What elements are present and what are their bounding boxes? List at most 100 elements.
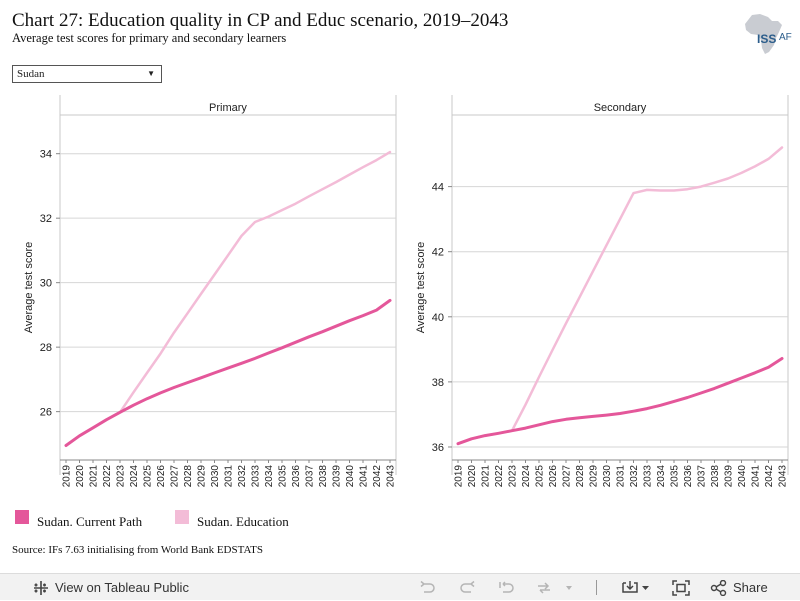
x-tick-label: 2035 (670, 465, 681, 488)
x-tick-label: 2040 (737, 465, 748, 488)
x-tick-label: 2041 (359, 465, 370, 488)
y-tick-label: 28 (40, 342, 52, 354)
x-tick-label: 2031 (224, 465, 235, 488)
x-tick-label: 2041 (751, 465, 762, 488)
y-tick-label: 34 (40, 149, 52, 161)
series-line-education (456, 146, 784, 445)
x-tick-label: 2024 (521, 465, 532, 488)
iss-africa-logo: ISS AF (736, 12, 792, 56)
refresh-button[interactable] (536, 574, 572, 601)
series-line-current-path (64, 298, 392, 447)
x-tick-label: 2025 (535, 465, 546, 488)
redo-icon (458, 580, 476, 596)
x-tick-label: 2042 (764, 465, 775, 488)
x-tick-label: 2031 (616, 465, 627, 488)
y-axis-title: Average test score (23, 242, 35, 334)
x-tick-label: 2040 (345, 465, 356, 488)
tableau-logo-icon (33, 574, 49, 596)
download-icon (621, 580, 653, 596)
x-tick-label: 2034 (656, 465, 667, 488)
fullscreen-button[interactable] (672, 574, 690, 601)
y-tick-label: 38 (432, 377, 444, 389)
x-tick-label: 2022 (494, 465, 505, 488)
country-select[interactable]: Sudan ▼ (12, 65, 162, 83)
y-tick-label: 42 (432, 247, 444, 259)
panel-title: Secondary (594, 102, 647, 114)
legend-label-current-path: Sudan. Current Path (37, 514, 143, 529)
x-tick-label: 2030 (210, 465, 221, 488)
series-line-current-path (456, 357, 784, 446)
y-tick-label: 40 (432, 312, 444, 324)
country-select-value: Sudan (17, 68, 45, 80)
x-tick-label: 2019 (454, 465, 465, 488)
x-tick-label: 2033 (643, 465, 654, 488)
series-line-education (64, 150, 392, 447)
x-tick-label: 2026 (548, 465, 559, 488)
x-tick-label: 2032 (629, 465, 640, 488)
legend-swatch-education (175, 510, 189, 524)
x-tick-label: 2038 (318, 465, 329, 488)
x-tick-label: 2039 (724, 465, 735, 488)
x-tick-label: 2038 (710, 465, 721, 488)
share-icon (710, 574, 728, 596)
x-tick-label: 2043 (778, 465, 789, 488)
undo-button[interactable] (419, 574, 437, 601)
logo-suffix: AF (779, 32, 792, 43)
chart-title: Chart 27: Education quality in CP and Ed… (12, 10, 509, 31)
x-tick-label: 2042 (372, 465, 383, 488)
undo-icon (419, 580, 437, 596)
view-on-tableau-label: View on Tableau Public (55, 580, 189, 595)
x-tick-label: 2028 (183, 465, 194, 488)
x-tick-label: 2023 (116, 465, 127, 488)
caret-down-icon: ▼ (147, 69, 155, 78)
x-tick-label: 2039 (332, 465, 343, 488)
y-tick-label: 44 (432, 182, 444, 194)
fullscreen-icon (672, 580, 690, 596)
redo-button[interactable] (458, 574, 476, 601)
refresh-icon (536, 580, 572, 596)
x-tick-label: 2026 (156, 465, 167, 488)
x-tick-label: 2023 (508, 465, 519, 488)
logo-text: ISS (757, 32, 777, 46)
x-tick-label: 2030 (602, 465, 613, 488)
x-tick-label: 2028 (575, 465, 586, 488)
x-tick-label: 2027 (170, 465, 181, 488)
download-button[interactable] (621, 574, 653, 601)
x-tick-label: 2021 (481, 465, 492, 488)
x-tick-label: 2029 (197, 465, 208, 488)
share-label: Share (733, 580, 768, 595)
x-tick-label: 2034 (264, 465, 275, 488)
x-tick-label: 2021 (89, 465, 100, 488)
y-tick-label: 26 (40, 407, 52, 419)
revert-button[interactable] (497, 574, 515, 601)
tableau-toolbar: View on Tableau Public Share (0, 573, 800, 600)
x-tick-label: 2032 (237, 465, 248, 488)
x-tick-label: 2036 (683, 465, 694, 488)
x-tick-label: 2033 (251, 465, 262, 488)
toolbar-divider (596, 580, 597, 595)
panel-title: Primary (209, 102, 247, 114)
chart-subtitle: Average test scores for primary and seco… (12, 31, 287, 45)
x-tick-label: 2024 (129, 465, 140, 488)
x-tick-label: 2035 (278, 465, 289, 488)
y-tick-label: 32 (40, 213, 52, 225)
source-note: Source: IFs 7.63 initialising from World… (12, 544, 264, 556)
x-tick-label: 2043 (386, 465, 397, 488)
legend-label-education: Sudan. Education (197, 514, 289, 529)
x-tick-label: 2020 (75, 465, 86, 488)
x-tick-label: 2037 (305, 465, 316, 488)
africa-map-icon (745, 14, 782, 54)
x-tick-label: 2027 (562, 465, 573, 488)
legend-swatch-current-path (15, 510, 29, 524)
x-tick-label: 2025 (143, 465, 154, 488)
y-axis-title: Average test score (415, 242, 427, 334)
x-tick-label: 2029 (589, 465, 600, 488)
revert-icon (497, 580, 515, 596)
x-tick-label: 2020 (467, 465, 478, 488)
x-tick-label: 2036 (291, 465, 302, 488)
x-tick-label: 2037 (697, 465, 708, 488)
y-tick-label: 30 (40, 278, 52, 290)
x-tick-label: 2022 (102, 465, 113, 488)
y-tick-label: 36 (432, 442, 444, 454)
